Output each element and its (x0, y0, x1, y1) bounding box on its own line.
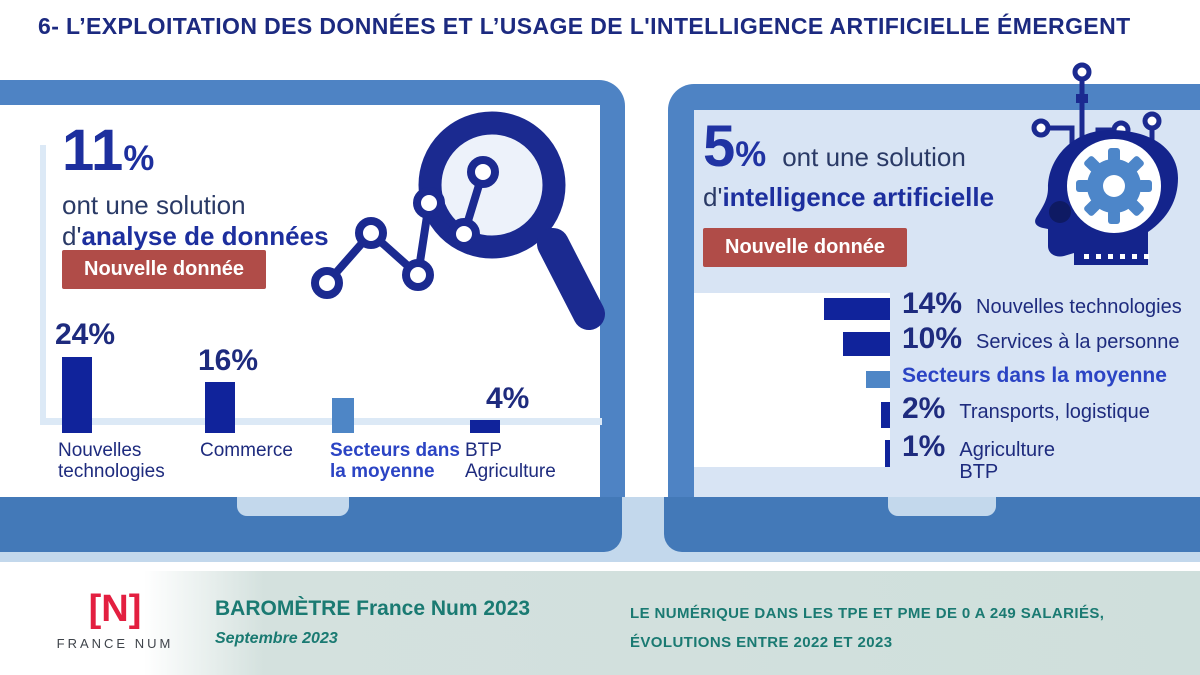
bar-category-label: Nouvelles technologies (58, 440, 165, 483)
hbar-services-personne (843, 332, 890, 356)
bar-commerce (205, 382, 235, 433)
laptop-notch-right (888, 497, 996, 516)
left-chart-x-axis (40, 418, 602, 425)
bar-nouvelles-technologies (62, 357, 92, 433)
bar-value-label: 24% (55, 318, 116, 351)
hbar-nouvelles-technologies (824, 298, 890, 320)
hbar-row: 1% Agriculture BTP (902, 430, 1055, 483)
report-date: Septembre 2023 (215, 630, 338, 647)
hbar-row: 2% Transports, logistique (902, 392, 1150, 425)
right-stat-caption: d'intelligence artificielle (703, 182, 995, 212)
percent-sign: % (735, 135, 767, 174)
hbar-transports-logistique (881, 402, 890, 428)
hbar-row: 14% Nouvelles technologies (902, 287, 1182, 320)
logo-mark: [N] (88, 588, 142, 630)
bar-btp-agriculture (470, 420, 500, 433)
right-stat-value: 5% ont une solution (703, 114, 966, 179)
magnifier-trend-icon (311, 111, 605, 330)
new-data-badge-right: Nouvelle donnée (703, 228, 908, 267)
left-stat-caption: ont une solution d'analyse de données (62, 190, 329, 251)
bar-category-label: Commerce (200, 440, 293, 461)
bar-value-label: 16% (198, 344, 259, 377)
bar-value-label: 4% (486, 382, 530, 415)
new-data-badge-left: Nouvelle donnée (62, 250, 267, 289)
logo-text: FRANCE NUM (56, 636, 174, 651)
percent-sign: % (123, 139, 155, 178)
footer-subtitle: LE NUMÉRIQUE DANS LES TPE ET PME DE 0 A … (630, 605, 1105, 651)
hbar-secteurs-moyenne (866, 371, 890, 388)
hbar-agriculture-btp (885, 440, 890, 467)
hbar-row: 10% Services à la personne (902, 322, 1180, 355)
bar-secteurs-moyenne (332, 398, 354, 433)
laptop-notch-left (237, 497, 349, 516)
france-num-logo: [N] FRANCE NUM (40, 590, 190, 651)
right-chart-plot-area (694, 293, 890, 467)
bar-category-label-average: Secteurs dans la moyenne (330, 440, 460, 483)
left-stat-value: 11% (62, 118, 155, 183)
left-chart-y-axis (40, 145, 46, 425)
ai-head-gear-icon (1031, 62, 1178, 265)
bar-category-label: BTP Agriculture (465, 440, 556, 483)
hbar-row-average: Secteurs dans la moyenne (902, 364, 1167, 387)
page-title: 6- L’EXPLOITATION DES DONNÉES ET L’USAGE… (38, 13, 1131, 39)
footer-band (0, 571, 1200, 675)
report-title: BAROMÈTRE France Num 2023 (215, 597, 531, 620)
